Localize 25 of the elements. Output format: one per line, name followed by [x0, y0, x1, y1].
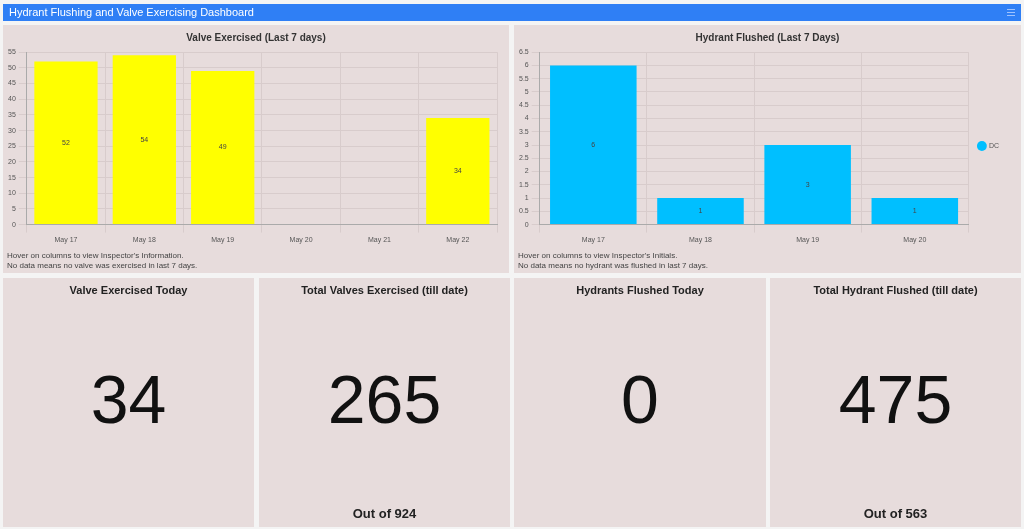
bar: [112, 55, 176, 225]
text: Out of 924: [351, 506, 418, 521]
text: No data means no valve was exercised in last 7 days.: [7, 261, 198, 270]
text: Hover on columns to view Inspector's Initials.: [518, 251, 678, 260]
text: Out of 563: [862, 506, 929, 521]
text: No data means no hydrant was flushed in last 7 days.: [518, 261, 708, 270]
bar: [871, 198, 959, 225]
text: Valve Exercised Today: [68, 284, 189, 296]
text: Total Hydrant Flushed (till date): [812, 284, 979, 296]
bar: [191, 71, 255, 225]
data-label: 34: [89, 360, 168, 438]
bar: [657, 198, 744, 225]
bar: [764, 145, 851, 225]
text: Hydrants Flushed Today: [575, 284, 705, 296]
data-label: 265: [326, 360, 443, 438]
text: Hydrant Flushing and Valve Exercising Dashboard: [9, 6, 254, 18]
chart-title: Valve Exercised (Last 7 days): [185, 32, 327, 43]
chart-title: Hydrant Flushed (Last 7 Days): [694, 32, 841, 43]
text: Total Valves Exercised (till date): [300, 284, 469, 296]
data-label: 0: [620, 360, 660, 438]
text: Hover on columns to view Inspector's Information.: [7, 251, 184, 260]
bar: [34, 61, 98, 225]
bar: [550, 65, 637, 225]
data-label: 475: [837, 360, 954, 438]
bar: [426, 118, 490, 225]
